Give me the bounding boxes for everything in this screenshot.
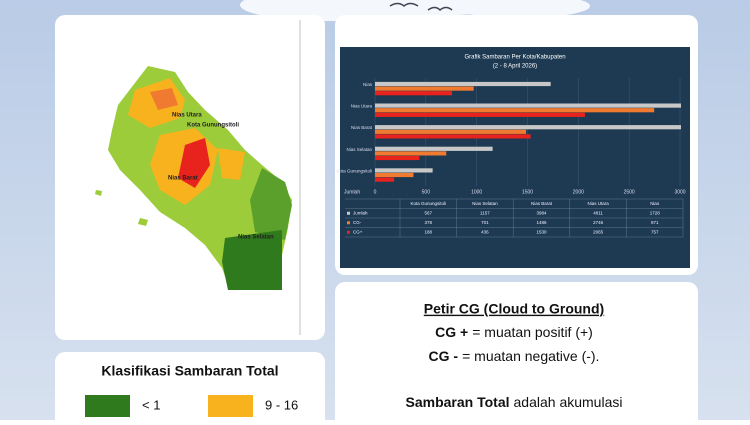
bar <box>375 91 452 96</box>
birds <box>389 2 453 12</box>
x-tick-label: 2000 <box>573 189 584 195</box>
y-tick-label: Nias Barat <box>351 125 373 130</box>
legend-swatch <box>85 395 130 417</box>
table-key <box>347 211 350 215</box>
legend-label: < 1 <box>142 397 160 412</box>
table-value: 2746 <box>593 220 604 225</box>
bar <box>375 86 474 91</box>
bar <box>375 103 681 108</box>
table-value: 971 <box>651 220 659 225</box>
legend-swatch <box>208 395 253 417</box>
x-tick-label: 2500 <box>624 189 635 195</box>
table-value: 436 <box>481 229 489 234</box>
table-value: 4811 <box>593 210 603 215</box>
table-value: 188 <box>425 229 433 234</box>
info-part: = muatan negative (-). <box>462 348 599 364</box>
bar <box>375 151 447 156</box>
y-tick-label: Nias Selatan <box>346 147 372 152</box>
bar <box>375 134 531 139</box>
table-header: Kota Gunungsitoli <box>411 201 447 206</box>
info-part: CG + <box>435 324 468 340</box>
table-value: 1728 <box>650 210 661 215</box>
table-value: 757 <box>651 229 659 234</box>
info-part: Sambaran Total <box>406 394 510 410</box>
map-label: Kota Gunungsitoli <box>187 123 239 129</box>
data-table: Kota Gunungsitoli Nias Selatan Nias Barat N… <box>345 198 684 238</box>
table-header: Nias Barat <box>531 201 553 206</box>
bar <box>375 81 551 87</box>
info-part: = muatan positif (+) <box>472 324 593 340</box>
y-tick-label: Nias <box>363 82 373 87</box>
chart-subtitle: (2 - 8 April 2026) <box>493 64 537 70</box>
table-header: Nias Utara <box>587 201 609 206</box>
x-tick-label: 3000 <box>674 189 685 195</box>
info-part: adalah akumulasi <box>514 394 623 410</box>
bar <box>375 155 420 161</box>
table-value: 2065 <box>593 229 604 234</box>
map-label: Nias Selatan <box>238 235 274 241</box>
legend-label: 9 - 16 <box>265 397 298 412</box>
legend-label: Jumlah <box>353 210 368 215</box>
axis-label: Jumlah <box>344 189 360 195</box>
y-tick-label: Nias Utara <box>351 104 373 109</box>
info-line: Sambaran Total adalah akumulasi <box>406 394 623 410</box>
info-line: CG + = muatan positif (+) <box>435 324 593 340</box>
info-card <box>335 282 698 425</box>
legend-label: CG+ <box>353 229 363 234</box>
bar <box>375 168 433 173</box>
info-heading: Petir CG (Cloud to Ground) <box>424 301 604 317</box>
table-header: Nias Selatan <box>472 201 498 206</box>
info-part: CG - <box>429 348 459 364</box>
bar <box>375 177 395 182</box>
bars <box>375 81 681 182</box>
chart-title: Grafik Sambaran Per Kota/Kabupaten <box>464 55 565 61</box>
map-label: Nias Utara <box>172 113 202 119</box>
bar <box>375 112 585 117</box>
table-header: Nias <box>650 201 660 206</box>
info-text: CG + = muatan positif (+) CG - = muatan neg… <box>406 324 623 410</box>
table-value: 701 <box>481 220 489 225</box>
y-tick-label: Kota Gunungsitoli <box>336 168 372 173</box>
table-value: 1486 <box>536 220 547 225</box>
table-value: 378 <box>425 220 433 225</box>
table-value: 1530 <box>536 229 547 234</box>
x-tick-label: 1000 <box>471 189 482 195</box>
bar <box>375 129 527 134</box>
x-tick-label: 1500 <box>522 189 533 195</box>
map <box>95 66 292 290</box>
x-tick-label: 0 <box>374 189 377 195</box>
bar <box>375 172 414 178</box>
legend: < 1 9 - 16 <box>85 395 298 417</box>
table-value: 3984 <box>536 210 547 215</box>
map-labels: Nias Utara Kota Gunungsitoli Nias Barat … <box>168 113 274 241</box>
map-label: Nias Barat <box>168 176 198 182</box>
bar <box>375 146 493 151</box>
table-key <box>347 230 350 234</box>
table-key <box>347 221 350 225</box>
x-tick-label: 500 <box>422 189 431 195</box>
legend-label: CG- <box>353 220 362 225</box>
table-value: 1157 <box>480 210 490 215</box>
table-value: 567 <box>425 210 433 215</box>
info-line: CG - = muatan negative (-). <box>429 348 600 364</box>
legend-title: Klasifikasi Sambaran Total <box>101 363 278 379</box>
bar <box>375 108 655 113</box>
bar <box>375 125 681 130</box>
